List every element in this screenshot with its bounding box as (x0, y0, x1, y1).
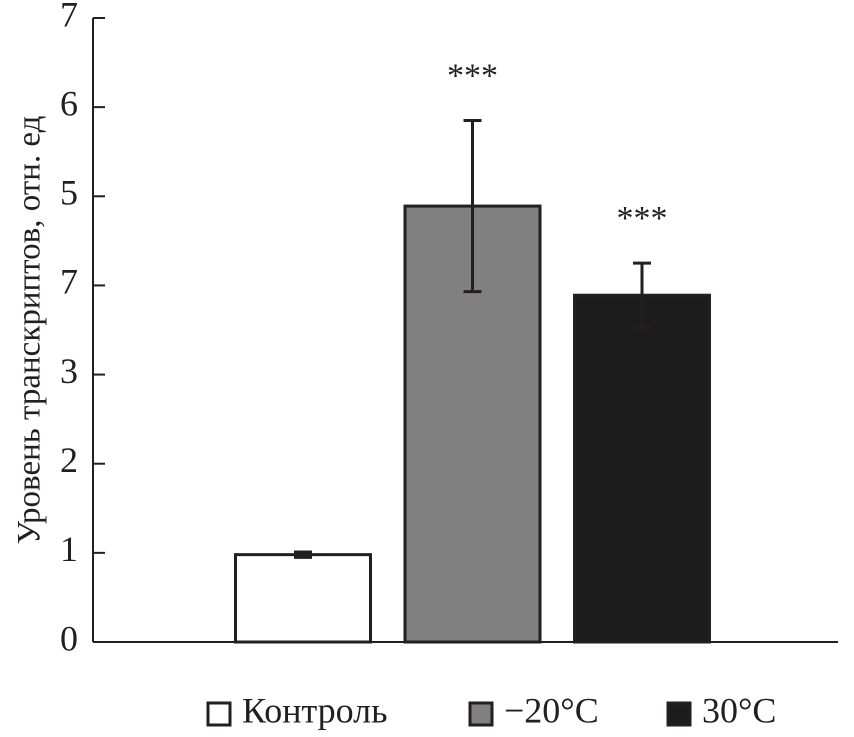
bar (573, 293, 711, 644)
legend-label: Контроль (242, 690, 388, 730)
error-bar (633, 261, 651, 329)
y-tick-label: 5 (60, 173, 78, 213)
y-axis-title: Уровень транскриптов, отн. ед (12, 115, 48, 544)
y-tick-label: 1 (60, 529, 78, 569)
error-bar (463, 119, 482, 294)
legend-label: −20°C (504, 690, 599, 730)
bar (234, 553, 372, 644)
significance: *** (617, 200, 668, 237)
y-tick-label: 7 (60, 262, 78, 302)
y-tick-label: 0 (60, 618, 78, 658)
legend-swatch (206, 701, 232, 727)
y-tick-label: 2 (60, 440, 78, 480)
y-tick-label: 6 (60, 83, 78, 123)
error-bar (294, 550, 312, 559)
y-tick-label: 7 (60, 0, 78, 34)
y-tick-label: 3 (60, 351, 78, 391)
legend-swatch (666, 701, 692, 727)
legend-label: 30°C (702, 690, 776, 730)
legend-swatch (468, 701, 494, 727)
significance: *** (447, 57, 498, 94)
